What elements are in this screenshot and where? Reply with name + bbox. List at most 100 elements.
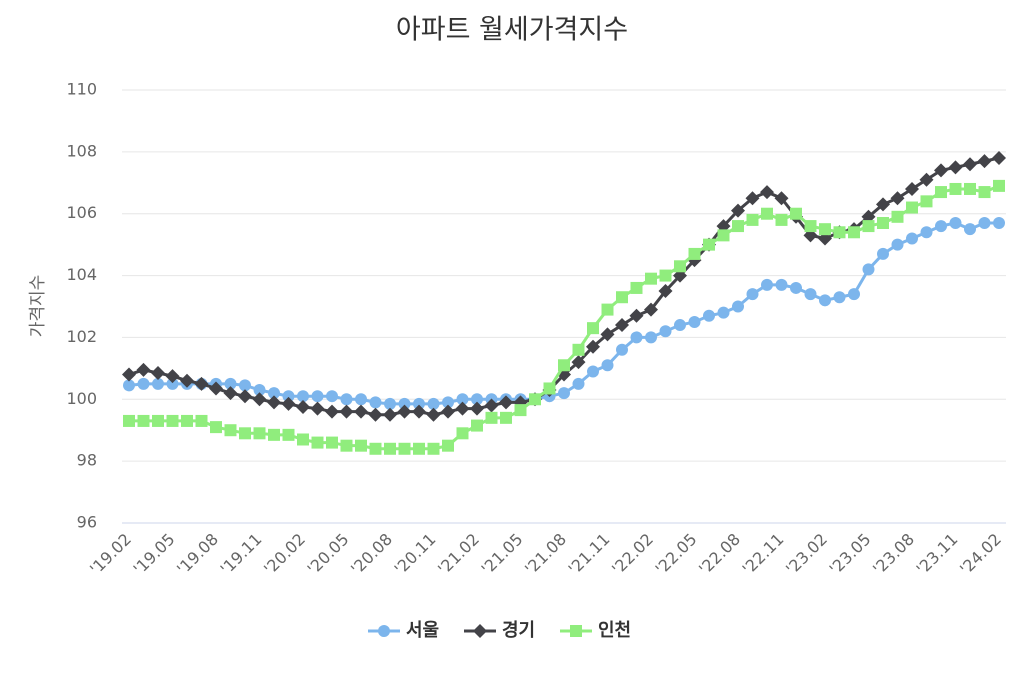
y-tick-label: 110 — [66, 80, 97, 99]
data-point — [848, 288, 860, 301]
data-point — [442, 439, 454, 452]
x-tick-label: '22.05 — [652, 530, 701, 579]
data-point — [949, 182, 962, 195]
data-point — [659, 269, 672, 282]
x-tick-label: '24.02 — [956, 530, 1005, 579]
x-tick-label: '21.05 — [478, 530, 527, 579]
data-point — [296, 400, 310, 415]
data-point — [732, 220, 744, 233]
data-point — [616, 291, 628, 304]
data-point — [325, 404, 339, 419]
data-point — [224, 424, 237, 437]
data-point — [514, 404, 527, 417]
data-point — [906, 201, 918, 214]
x-tick-label: '23.11 — [913, 530, 962, 579]
data-point — [252, 392, 267, 407]
data-point — [543, 382, 556, 395]
data-point — [572, 343, 585, 356]
data-point — [964, 182, 976, 195]
data-point — [674, 260, 686, 273]
data-point — [905, 181, 919, 196]
data-point — [238, 389, 252, 404]
data-point — [848, 226, 860, 239]
x-tick-label: '20.05 — [304, 530, 353, 579]
data-point — [992, 151, 1006, 166]
x-tick-label: '19.11 — [217, 530, 266, 579]
data-point — [369, 442, 382, 455]
data-point — [355, 393, 367, 406]
data-point — [790, 207, 802, 220]
data-point — [470, 401, 484, 416]
data-point — [427, 442, 440, 455]
data-point — [166, 377, 179, 390]
data-point — [297, 433, 309, 446]
data-point — [558, 359, 570, 372]
data-point — [398, 397, 411, 410]
data-point — [500, 411, 512, 424]
data-point — [688, 247, 701, 260]
data-point — [471, 419, 483, 432]
data-point — [761, 207, 773, 220]
data-point — [891, 238, 904, 251]
data-point — [310, 401, 325, 416]
data-point — [137, 414, 150, 427]
data-point — [919, 172, 934, 187]
x-tick-label: '19.02 — [86, 530, 135, 579]
data-point — [935, 186, 947, 199]
data-point — [326, 390, 338, 403]
data-point — [426, 407, 441, 422]
data-point — [282, 428, 295, 441]
data-point — [340, 393, 353, 406]
data-point — [833, 226, 846, 239]
y-tick-label: 104 — [66, 265, 97, 284]
data-point — [268, 428, 280, 441]
data-point — [572, 377, 585, 390]
data-point — [600, 327, 615, 342]
data-point — [239, 427, 251, 440]
data-point — [775, 278, 788, 291]
data-point — [267, 395, 281, 410]
x-tick-label: '22.11 — [739, 530, 788, 579]
data-point — [354, 404, 368, 419]
data-point — [732, 300, 744, 313]
data-point — [368, 407, 383, 422]
data-point — [920, 226, 933, 239]
data-point — [355, 439, 367, 452]
data-point — [122, 367, 136, 382]
x-tick-label: '23.02 — [782, 530, 831, 579]
chart-title: 아파트 월세가격지수 — [396, 15, 628, 46]
legend-label: 서울 — [406, 620, 439, 641]
data-point — [717, 306, 730, 319]
data-point — [297, 390, 309, 403]
data-point — [731, 203, 745, 218]
data-point — [152, 414, 164, 427]
x-tick-label: '21.11 — [565, 530, 614, 579]
data-point — [877, 216, 889, 229]
data-point — [746, 213, 759, 226]
data-point — [949, 216, 962, 229]
x-tick-label: '19.08 — [173, 530, 222, 579]
data-point — [166, 414, 179, 427]
x-tick-label: '20.08 — [347, 530, 396, 579]
data-point — [587, 365, 599, 378]
data-point — [456, 393, 469, 406]
data-point — [674, 319, 686, 332]
x-tick-label: '22.08 — [695, 530, 744, 579]
data-point — [427, 397, 440, 410]
data-point — [876, 197, 890, 212]
data-point — [339, 404, 354, 419]
data-point — [630, 331, 643, 344]
data-point — [616, 343, 628, 356]
data-point — [340, 439, 353, 452]
data-point — [571, 355, 586, 370]
data-point — [601, 359, 614, 372]
data-point — [558, 387, 570, 400]
data-point — [529, 393, 541, 406]
data-point — [398, 442, 411, 455]
data-point — [948, 160, 963, 175]
legend-label: 인천 — [598, 620, 631, 641]
data-point — [890, 191, 905, 206]
data-point — [978, 216, 991, 229]
